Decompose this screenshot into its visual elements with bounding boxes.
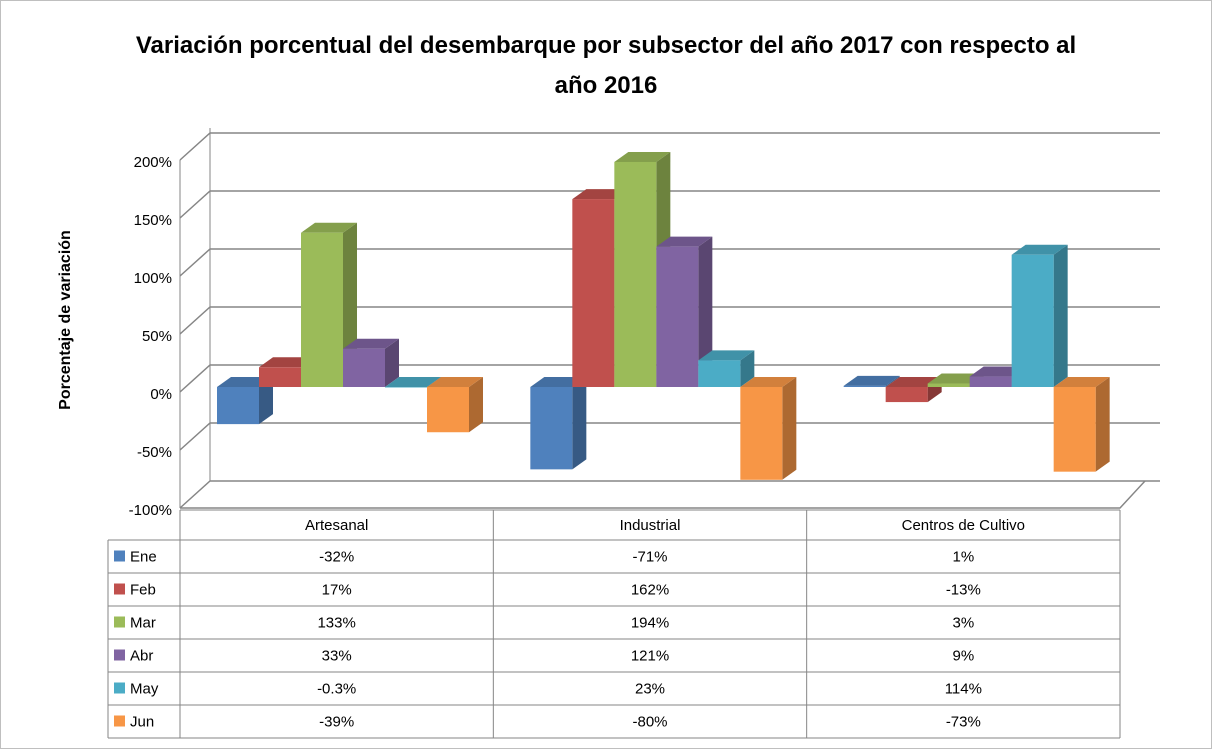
bar — [843, 385, 886, 387]
y-tick-label: 100% — [134, 270, 172, 287]
x-tick-label: Industrial — [620, 517, 681, 534]
bar-top — [343, 338, 399, 349]
bar — [927, 383, 970, 387]
chart-title: Variación porcentual del desembarque por… — [135, 32, 1077, 99]
bar — [1053, 387, 1096, 472]
data-label: 121% — [631, 647, 669, 664]
bar-side — [385, 338, 399, 387]
data-label: -39% — [319, 713, 354, 730]
grid-line — [179, 190, 1160, 219]
bar-side — [259, 377, 273, 425]
data-label: 3% — [952, 614, 974, 631]
bar-side — [1095, 377, 1110, 472]
legend-swatch — [114, 616, 125, 628]
grid-line — [179, 480, 1160, 509]
grid-line — [179, 132, 1160, 161]
y-tick-label: -50% — [137, 444, 172, 461]
legend-swatch — [114, 715, 125, 727]
legend-swatch — [114, 583, 125, 595]
bar — [698, 360, 741, 387]
legend-swatch — [114, 649, 125, 661]
bar-top — [614, 151, 671, 162]
bar-side — [469, 377, 483, 433]
data-label: -32% — [319, 548, 354, 565]
bar-top — [1011, 244, 1068, 255]
legend-label: Ene — [130, 548, 157, 565]
bar-side — [698, 236, 713, 387]
bar-top — [843, 375, 900, 386]
data-label: -71% — [632, 548, 667, 565]
grid-line — [179, 422, 1160, 451]
legend-label: Jun — [130, 713, 154, 730]
data-label: 162% — [631, 581, 669, 598]
bar-top — [740, 377, 797, 387]
y-tick-label: 150% — [134, 212, 172, 229]
legend-swatch — [114, 550, 125, 562]
y-tick-label: -100% — [129, 502, 172, 519]
bar — [1011, 254, 1054, 387]
bar-side — [740, 350, 755, 387]
bar-top — [427, 377, 483, 387]
y-tick-label: 0% — [150, 386, 172, 403]
bar — [885, 387, 928, 403]
data-label: -80% — [632, 713, 667, 730]
data-label: 133% — [317, 614, 355, 631]
legend-label: Mar — [130, 614, 156, 631]
floor-edge — [180, 480, 1146, 509]
bar-side — [885, 375, 900, 387]
bar-top — [385, 377, 441, 387]
bar — [343, 348, 385, 387]
bar — [301, 232, 343, 387]
x-tick-label: Artesanal — [305, 517, 368, 534]
y-tick-label: 200% — [134, 154, 172, 171]
grid-line — [179, 364, 1160, 393]
bar-side — [782, 377, 797, 480]
bar — [530, 387, 573, 470]
y-axis-label: Porcentaje de variación — [57, 230, 74, 410]
data-label: -73% — [946, 713, 981, 730]
data-label: -13% — [946, 581, 981, 598]
y-tick-label: 50% — [142, 328, 172, 345]
data-label: 23% — [635, 680, 665, 697]
data-label: 1% — [952, 548, 974, 565]
bar — [385, 387, 427, 388]
legend-label: Feb — [130, 581, 156, 598]
data-label: 194% — [631, 614, 669, 631]
data-label: 33% — [322, 647, 352, 664]
bar — [572, 199, 615, 387]
data-label: 9% — [952, 647, 974, 664]
bar-top — [656, 236, 713, 247]
bar-top — [969, 366, 1026, 377]
bar — [217, 387, 259, 425]
bar — [740, 387, 783, 480]
x-tick-label: Centros de Cultivo — [902, 517, 1025, 534]
data-label: -0.3% — [317, 680, 356, 697]
bar-top — [1053, 377, 1110, 387]
data-label: 114% — [945, 680, 982, 697]
bar — [656, 246, 699, 387]
bar — [614, 161, 657, 387]
grid-line — [179, 248, 1160, 277]
bar — [969, 376, 1012, 387]
bar-side — [572, 377, 587, 470]
bar — [259, 367, 301, 387]
bar-top — [301, 222, 357, 233]
bar-side — [1053, 244, 1068, 387]
bar — [427, 387, 469, 433]
grid-line — [179, 306, 1160, 335]
bar-top — [698, 350, 755, 361]
legend-label: May — [130, 680, 159, 697]
legend-label: Abr — [130, 647, 153, 664]
data-label: 17% — [322, 581, 352, 598]
legend-swatch — [114, 682, 125, 694]
